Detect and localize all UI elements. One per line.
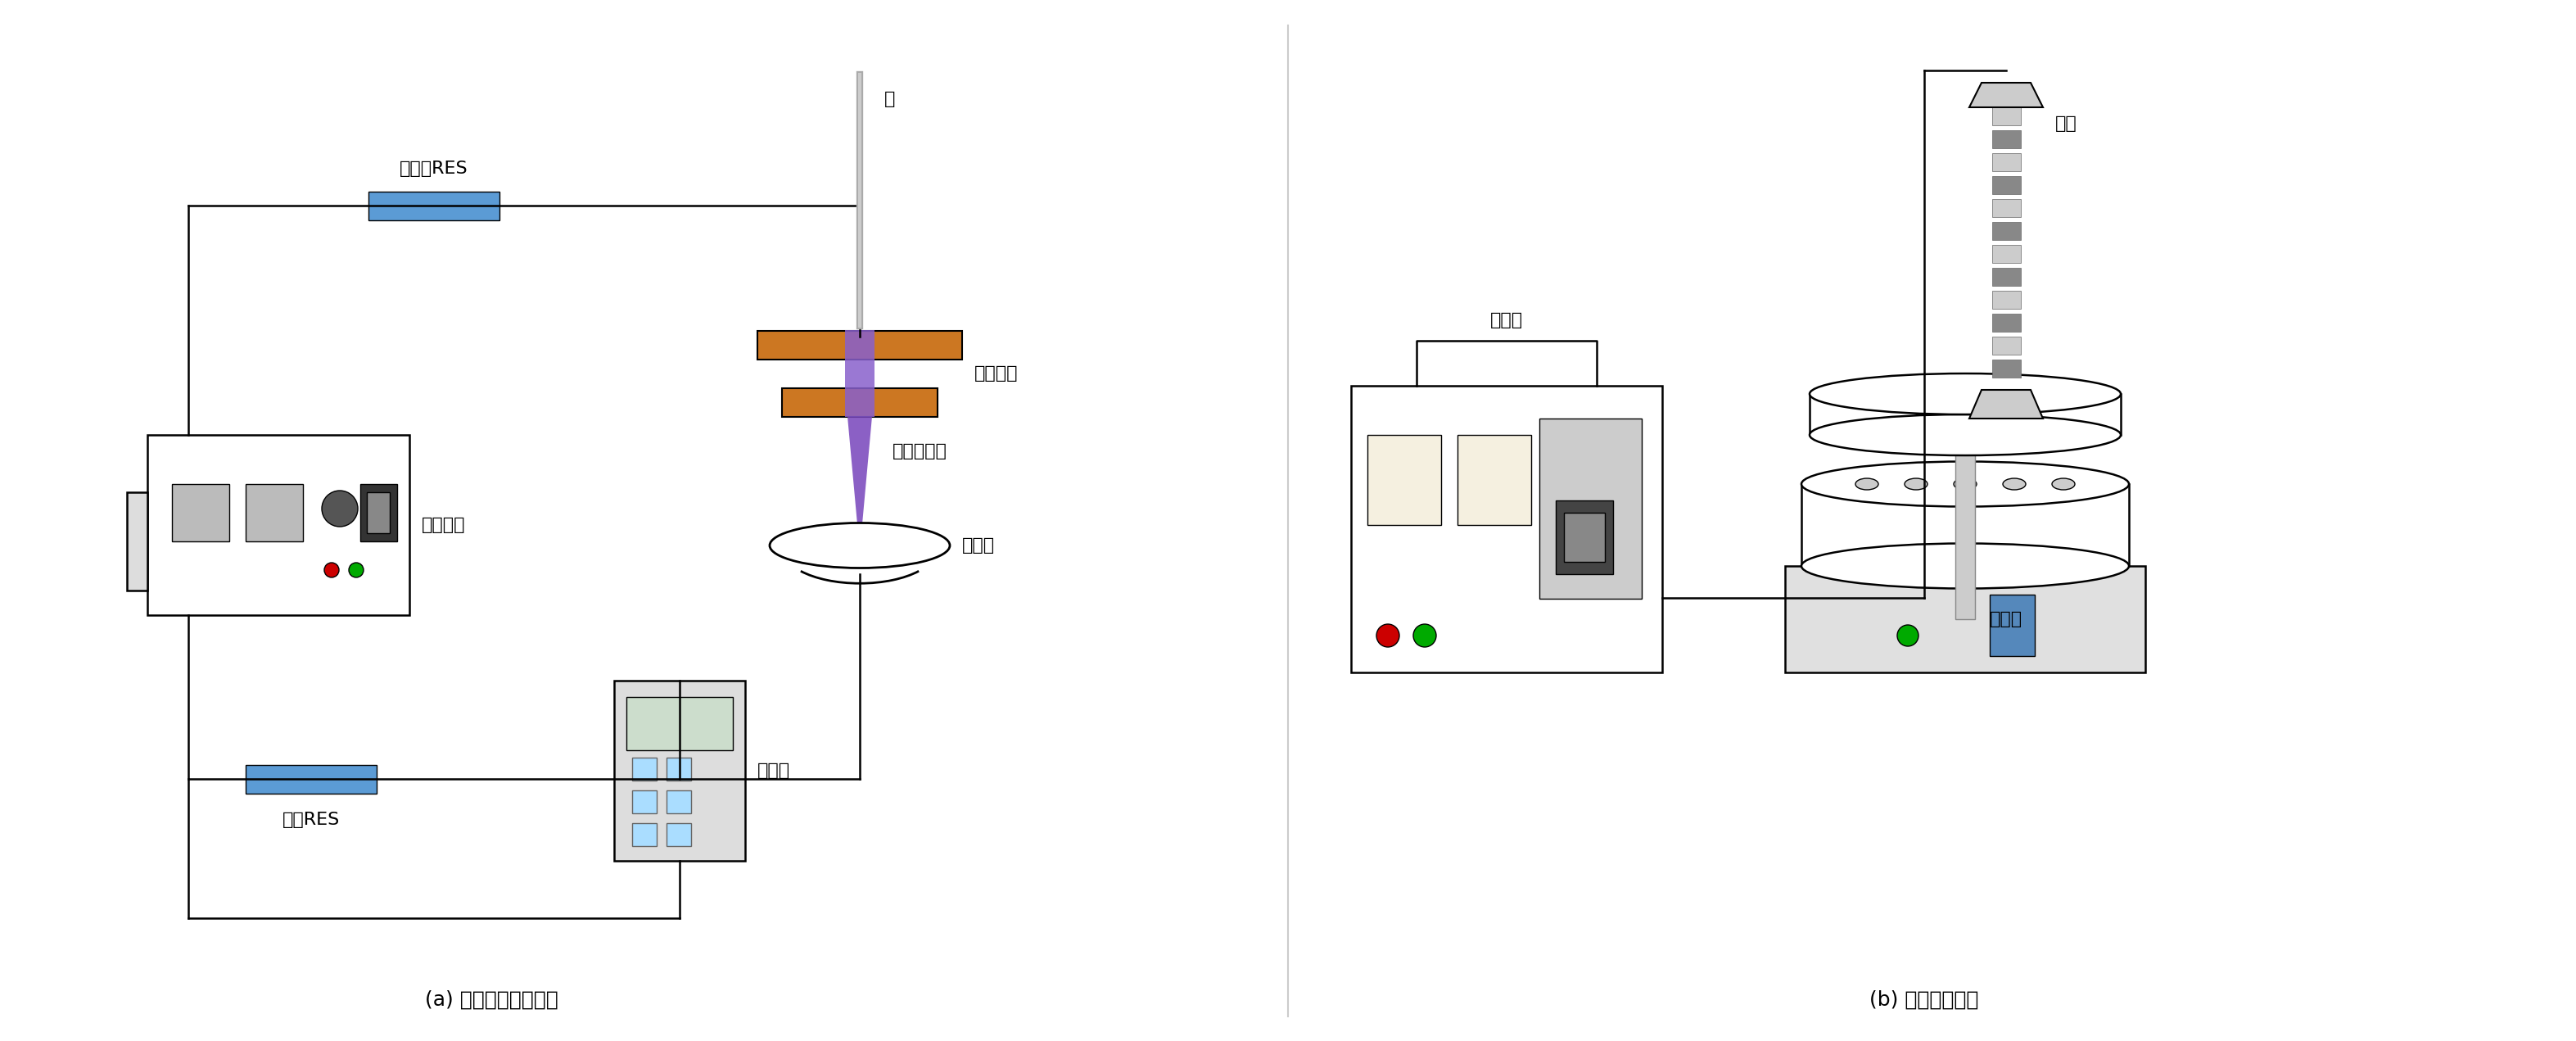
FancyBboxPatch shape bbox=[613, 681, 744, 861]
FancyBboxPatch shape bbox=[361, 484, 397, 541]
FancyBboxPatch shape bbox=[1955, 418, 1976, 619]
FancyBboxPatch shape bbox=[1991, 153, 2020, 171]
FancyBboxPatch shape bbox=[626, 697, 732, 751]
Ellipse shape bbox=[1808, 374, 2120, 414]
Circle shape bbox=[1376, 625, 1399, 648]
FancyBboxPatch shape bbox=[757, 330, 961, 359]
FancyBboxPatch shape bbox=[1991, 313, 2020, 332]
Polygon shape bbox=[1968, 82, 2043, 107]
Ellipse shape bbox=[770, 523, 951, 568]
FancyBboxPatch shape bbox=[667, 823, 690, 846]
Ellipse shape bbox=[1953, 478, 1976, 489]
Text: 万用表: 万用表 bbox=[757, 762, 791, 779]
FancyBboxPatch shape bbox=[1991, 130, 2020, 148]
Text: 镇流器RES: 镇流器RES bbox=[399, 160, 469, 177]
FancyBboxPatch shape bbox=[1991, 176, 2020, 194]
Text: 阴极循环: 阴极循环 bbox=[974, 365, 1018, 382]
FancyBboxPatch shape bbox=[126, 492, 147, 590]
Text: (b) 光化学反应仪: (b) 光化学反应仪 bbox=[1870, 990, 1978, 1010]
Text: 控制器: 控制器 bbox=[1489, 312, 1522, 328]
FancyBboxPatch shape bbox=[1564, 513, 1605, 562]
Ellipse shape bbox=[1801, 543, 2128, 588]
FancyBboxPatch shape bbox=[1991, 222, 2020, 240]
FancyBboxPatch shape bbox=[1556, 501, 1613, 575]
FancyBboxPatch shape bbox=[1991, 268, 2020, 286]
FancyBboxPatch shape bbox=[783, 388, 938, 416]
FancyBboxPatch shape bbox=[845, 330, 873, 416]
FancyBboxPatch shape bbox=[1540, 418, 1641, 599]
Text: (a) 辉光放电等离子体: (a) 辉光放电等离子体 bbox=[425, 990, 559, 1010]
Ellipse shape bbox=[1808, 414, 2120, 455]
Circle shape bbox=[1896, 625, 1919, 646]
FancyBboxPatch shape bbox=[147, 435, 410, 615]
Ellipse shape bbox=[2053, 478, 2074, 489]
FancyBboxPatch shape bbox=[1808, 393, 2120, 435]
Circle shape bbox=[325, 563, 340, 578]
FancyBboxPatch shape bbox=[1991, 245, 2020, 263]
FancyBboxPatch shape bbox=[1991, 290, 2020, 309]
FancyBboxPatch shape bbox=[667, 790, 690, 813]
FancyBboxPatch shape bbox=[245, 484, 304, 541]
FancyBboxPatch shape bbox=[631, 758, 657, 781]
FancyBboxPatch shape bbox=[245, 764, 376, 793]
Text: 等离子射流: 等离子射流 bbox=[891, 443, 948, 459]
Circle shape bbox=[348, 563, 363, 578]
Text: 氙灯: 氙灯 bbox=[2056, 116, 2076, 132]
FancyBboxPatch shape bbox=[631, 790, 657, 813]
FancyBboxPatch shape bbox=[667, 758, 690, 781]
Ellipse shape bbox=[2002, 478, 2025, 489]
FancyBboxPatch shape bbox=[368, 192, 500, 220]
Text: 反应器: 反应器 bbox=[1989, 611, 2022, 628]
FancyBboxPatch shape bbox=[1991, 336, 2020, 355]
FancyBboxPatch shape bbox=[1991, 359, 2020, 378]
Text: 稳电压源: 稳电压源 bbox=[422, 516, 466, 533]
Text: 针: 针 bbox=[884, 91, 896, 107]
FancyBboxPatch shape bbox=[631, 823, 657, 846]
Ellipse shape bbox=[1904, 478, 1927, 489]
Polygon shape bbox=[848, 416, 873, 533]
FancyBboxPatch shape bbox=[1350, 386, 1662, 672]
FancyBboxPatch shape bbox=[1989, 594, 2035, 656]
Circle shape bbox=[322, 490, 358, 527]
FancyBboxPatch shape bbox=[1458, 435, 1530, 525]
Ellipse shape bbox=[1855, 478, 1878, 489]
FancyBboxPatch shape bbox=[1801, 484, 2128, 566]
Text: 检验RES: 检验RES bbox=[283, 812, 340, 828]
Polygon shape bbox=[1968, 390, 2043, 418]
FancyBboxPatch shape bbox=[1991, 199, 2020, 217]
FancyBboxPatch shape bbox=[1368, 435, 1440, 525]
FancyBboxPatch shape bbox=[1785, 566, 2146, 672]
Text: 反应器: 反应器 bbox=[961, 537, 994, 554]
FancyBboxPatch shape bbox=[173, 484, 229, 541]
FancyBboxPatch shape bbox=[366, 492, 389, 533]
Circle shape bbox=[1414, 625, 1437, 648]
Ellipse shape bbox=[1801, 461, 2128, 507]
FancyBboxPatch shape bbox=[1991, 107, 2020, 125]
